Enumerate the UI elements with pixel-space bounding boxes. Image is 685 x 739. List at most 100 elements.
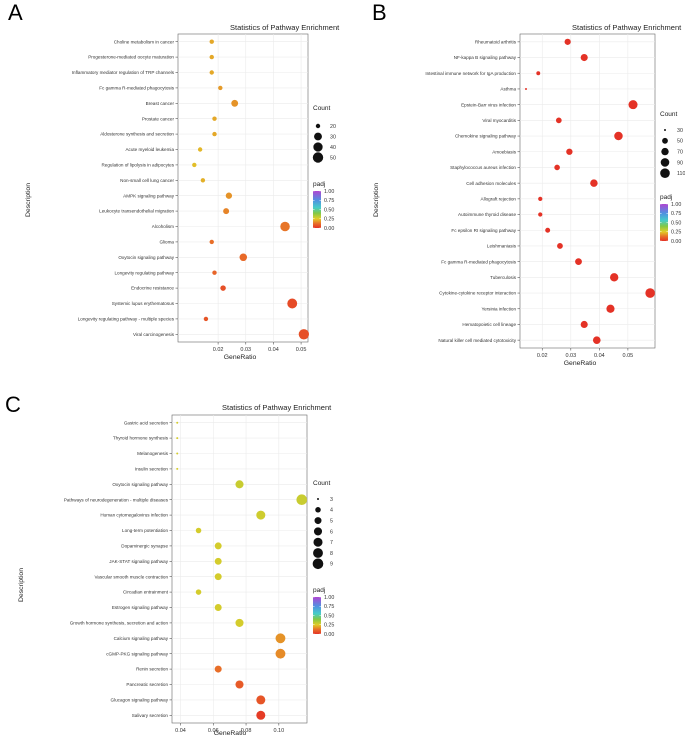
panel-b-point — [536, 71, 541, 76]
panel-c-xtick-label: 0.10 — [273, 728, 284, 734]
panel-b-y-axis-title: Description — [373, 183, 380, 217]
panel-c-count-legend: Count 3 4 5 6 7 8 9 — [312, 480, 333, 570]
padj-legend-title: padj — [313, 587, 325, 594]
padj-legend-label: 0.00 — [324, 226, 334, 232]
panel-b-count-legend: Count 30 50 70 90 110 — [660, 111, 685, 178]
panel-c-row-label: Vascular smooth muscle contraction — [95, 574, 169, 579]
padj-legend-label: 1.00 — [324, 189, 334, 195]
count-legend-label: 8 — [330, 551, 333, 557]
panel-b-point — [557, 243, 563, 249]
count-legend-label: 6 — [330, 529, 333, 535]
count-legend-dot — [661, 147, 669, 156]
panel-c-point — [214, 542, 222, 550]
panel-a-point — [209, 70, 214, 75]
panel-b-row-label: Epstein-Barr virus infection — [461, 102, 516, 107]
panel-b-row-label: Asthma — [500, 87, 516, 92]
panel-a-letter: A — [8, 0, 23, 25]
padj-legend-title: padj — [660, 194, 672, 201]
panel-c-row-label: Growth hormone synthesis, secretion and … — [70, 621, 169, 626]
panel-a-point — [298, 329, 310, 340]
panel-c-point — [176, 452, 179, 455]
padj-legend-label: 0.75 — [671, 211, 681, 217]
count-legend-label: 50 — [677, 139, 683, 145]
count-legend-dot — [660, 168, 670, 178]
panel-c-point — [195, 589, 202, 595]
count-legend-dot — [313, 527, 323, 536]
panel-a-xtick-label: 0.02 — [213, 347, 224, 353]
panel-a-xtick-label: 0.03 — [240, 347, 251, 353]
panel-c-row-label: Circadian entrainment — [123, 590, 169, 595]
panel-a-row-label: Regulation of lipolysis in adipocytes — [101, 163, 174, 168]
count-legend-title: Count — [313, 105, 331, 112]
panel-c-row-label: cGMP-PKG signaling pathway — [106, 651, 168, 656]
panel-c-point — [214, 557, 222, 565]
panel-c-row-label: Insulin secretion — [135, 467, 169, 472]
panel-b-point — [524, 87, 527, 90]
panel-a-x-axis-title: GeneRatio — [224, 354, 257, 361]
panel-b-point — [564, 38, 571, 45]
panel-b-point — [575, 258, 582, 266]
panel-a-row-label: Systemic lupus erythematosus — [112, 301, 175, 306]
panel-a-point — [200, 178, 206, 183]
padj-legend-label: 0.75 — [324, 604, 334, 610]
panel-c-row-label: JAK-STAT signaling pathway — [109, 559, 168, 564]
panel-b-row-label: Intestinal immune network for IgA produc… — [425, 71, 516, 76]
panel-b-letter: B — [372, 0, 387, 25]
panel-b-xtick-label: 0.02 — [537, 353, 548, 359]
count-legend-label: 4 — [330, 508, 333, 514]
count-legend-dot — [315, 123, 321, 129]
padj-colorbar — [660, 204, 668, 241]
count-legend-dot — [312, 558, 324, 570]
count-legend-label: 30 — [330, 134, 336, 140]
panel-c-point — [296, 494, 308, 506]
count-legend-dot — [660, 158, 670, 167]
panel-a-row-label: Inflammatory mediator regulation of TRP … — [72, 70, 175, 75]
panel-a-point — [197, 147, 203, 152]
panel-a-point — [209, 54, 214, 60]
panel-a-row-label: Prostate cancer — [142, 116, 175, 121]
panel-a-row-label: Non-small cell lung cancer — [120, 178, 174, 183]
panel-c-row-label: Pathways of neurodegeneration - multiple… — [64, 497, 169, 502]
count-legend-dot — [317, 498, 319, 500]
panel-a-row-label: Fc gamma R-mediated phagocytosis — [99, 86, 175, 91]
panel-b-row-label: Autoimmune thyroid disease — [458, 212, 516, 217]
panel-a-row-label: Progesterone-mediated oocyte maturation — [88, 55, 174, 60]
panel-c-row-label: Estrogen signaling pathway — [112, 605, 169, 610]
panel-c-row-label: Melanogenesis — [137, 451, 169, 456]
panel-b-point — [606, 304, 615, 313]
panel-b: B Statistics of Pathway Enrichment 0.02 0.0… — [372, 0, 685, 367]
count-legend-dot — [313, 142, 323, 152]
count-legend-label: 90 — [677, 160, 683, 166]
panel-c-letter: C — [5, 392, 21, 417]
panel-c-point — [176, 421, 179, 424]
count-legend-label: 50 — [330, 155, 336, 161]
panel-a-row-label: AMPK signaling pathway — [123, 193, 175, 198]
panel-b-title: Statistics of Pathway Enrichment — [572, 23, 682, 32]
panel-c-point — [214, 604, 222, 611]
panel-b-row-label: Fc epsilon RI signaling pathway — [451, 228, 516, 233]
padj-legend-label: 0.25 — [671, 230, 681, 236]
panel-b-row-label: NF-kappa B signaling pathway — [454, 55, 517, 60]
panel-c-point — [214, 665, 222, 673]
padj-legend-label: 0.50 — [324, 207, 334, 213]
panel-b-row-label: Leishmaniasis — [487, 244, 517, 249]
panel-a-y-axis-title: Description — [25, 183, 32, 217]
panel-a-point — [223, 208, 230, 215]
panel-a-row-label: Aldosterone synthesis and secretion — [100, 132, 174, 137]
panel-c-xtick-label: 0.08 — [241, 728, 252, 734]
panel-a-row-label: Leukocyte transendothelial migration — [99, 209, 174, 214]
panel-b-row-label: Staphylococcus aureus infection — [450, 165, 516, 170]
panel-a-point — [212, 270, 217, 275]
panel-c-row-label: Gastric acid secretion — [124, 420, 169, 425]
panel-c-point — [195, 527, 202, 534]
panel-b-xtick-label: 0.05 — [623, 353, 634, 359]
count-legend-label: 20 — [330, 124, 336, 130]
panel-b-point — [566, 148, 573, 155]
padj-legend-title: padj — [313, 181, 325, 188]
count-legend-dot — [314, 132, 322, 141]
panel-b-xtick-label: 0.04 — [594, 353, 605, 359]
panel-a-row-label: Endocrine resistance — [131, 286, 174, 291]
panel-b-row-label: Hematopoietic cell lineage — [462, 322, 516, 327]
